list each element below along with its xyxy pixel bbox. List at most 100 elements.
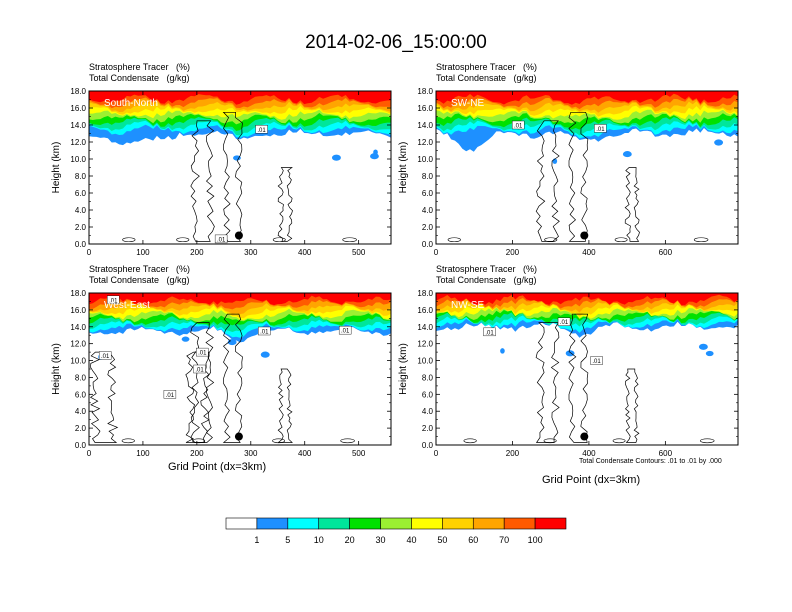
condensate-contour	[544, 237, 558, 243]
colorbar-label: 20	[345, 535, 355, 545]
y-tick-label: 14.0	[417, 323, 433, 332]
tracer-band-100	[89, 293, 391, 306]
y-tick-label: 2.0	[422, 424, 434, 433]
condensate-contour	[122, 237, 136, 243]
panel-nw-se: .01 .01 .01 NW-SE 0.0 2.0 4.0 6.0 8.0 10.0 12.0 14.…	[398, 289, 739, 458]
contour-label-box	[590, 356, 603, 365]
y-tick-label: 16.0	[417, 104, 433, 113]
colorbar-label: 60	[468, 535, 478, 545]
x-tick-label: 200	[506, 449, 520, 458]
y-tick-label: 16.0	[70, 104, 86, 113]
condensate-contour	[176, 237, 190, 243]
fill-label: Stratosphere Tracer (%)	[89, 62, 191, 72]
y-axis-label: Height (km)	[398, 142, 409, 194]
tracer-patch	[260, 351, 270, 358]
y-tick-label: 8.0	[75, 373, 87, 382]
colorbar-label: 10	[314, 535, 324, 545]
y-axis-label: Height (km)	[51, 142, 62, 194]
contour-label-box	[557, 317, 571, 326]
tracer-patch	[370, 153, 379, 160]
y-tick-label: 6.0	[422, 390, 434, 399]
contour-label: .01	[198, 351, 207, 357]
contour-label: .01	[596, 127, 605, 133]
x-tick-label: 400	[582, 449, 596, 458]
condensate-contour	[272, 438, 286, 444]
location-marker	[234, 231, 243, 240]
condensate-contour	[625, 368, 640, 443]
panel-name: West-East	[104, 300, 150, 311]
condensate-contour	[190, 322, 215, 443]
panel-south-north: .01 .01 South-North 0.0 2.0 4.0 6.0 8.0 10.0 12.0…	[51, 87, 392, 257]
panel-header-west-east: Stratosphere Tracer (%) Total Condensate …	[89, 264, 190, 286]
tracer-band-100	[89, 91, 391, 105]
y-tick-label: 14.0	[417, 121, 433, 130]
contour-label-box	[196, 347, 209, 357]
contour-label: .01	[109, 298, 118, 304]
tracer-patch	[471, 141, 480, 147]
y-tick-label: 14.0	[70, 323, 86, 332]
tracer-patch	[622, 151, 632, 158]
condensate-contour	[612, 438, 626, 444]
x-tick-label: 200	[190, 449, 204, 458]
y-tick-label: 8.0	[422, 373, 434, 382]
condensate-contour	[277, 167, 293, 242]
y-tick-label: 6.0	[422, 189, 434, 198]
contour-label: .01	[514, 124, 523, 130]
tracer-patch	[698, 343, 708, 350]
panel-header-nw-se: Stratosphere Tracer (%) Total Condensate …	[436, 264, 537, 286]
tracer-patch	[705, 350, 714, 357]
y-tick-label: 12.0	[70, 138, 86, 147]
condensate-contour	[272, 237, 286, 243]
contour-label: .01	[101, 354, 110, 360]
colorbar: 1 5 10 20 30 40 50 60 70 100	[225, 517, 567, 545]
colorbar-label: 40	[406, 535, 416, 545]
figure-title: 2014-02-06_15:00:00	[305, 32, 487, 53]
y-tick-label: 18.0	[70, 87, 86, 96]
x-tick-label: 0	[87, 449, 92, 458]
colorbar-swatch	[256, 517, 289, 530]
panel-name: SW-NE	[451, 98, 484, 109]
y-tick-label: 16.0	[70, 306, 86, 315]
location-marker	[580, 432, 589, 441]
condensate-contour	[222, 111, 243, 242]
y-tick-label: 0.0	[422, 240, 434, 249]
contour-label-box	[98, 351, 112, 360]
contour-label: .01	[195, 368, 204, 374]
condensate-contour	[121, 438, 135, 444]
y-tick-label: 4.0	[422, 407, 434, 416]
colorbar-swatch	[534, 517, 567, 530]
y-tick-label: 2.0	[422, 223, 434, 232]
y-tick-label: 12.0	[70, 340, 86, 349]
condensate-contour	[447, 237, 461, 243]
condensate-contour	[192, 438, 206, 444]
location-marker	[580, 231, 589, 240]
panel-sw-ne: .01 .01 SW-NE 0.0 2.0 4.0 6.0 8.0 10.0 12.0 14.0 16…	[398, 87, 739, 257]
y-tick-label: 12.0	[417, 138, 433, 147]
condensate-contour	[693, 237, 709, 243]
y-tick-label: 4.0	[75, 206, 87, 215]
y-tick-label: 18.0	[417, 289, 433, 298]
y-tick-label: 0.0	[75, 441, 87, 450]
contour-label-box	[594, 124, 607, 133]
x-tick-label: 300	[244, 449, 258, 458]
y-tick-label: 10.0	[70, 155, 86, 164]
x-tick-label: 0	[434, 248, 439, 257]
colorbar-swatch	[411, 517, 443, 530]
y-tick-label: 0.0	[75, 240, 87, 249]
colorbar-label: 70	[499, 535, 509, 545]
contour-label-box	[511, 120, 525, 130]
x-tick-label: 100	[136, 248, 150, 257]
condensate-contour	[185, 351, 210, 443]
condensate-contour	[340, 438, 355, 444]
condensate-contour	[543, 438, 557, 444]
condensate-contour	[535, 120, 560, 242]
y-tick-label: 2.0	[75, 424, 87, 433]
panel-header-sw-ne: Stratosphere Tracer (%) Total Condensate …	[436, 62, 537, 84]
x-tick-label: 400	[298, 248, 312, 257]
tracer-patch	[500, 348, 505, 354]
contour-label-box	[338, 325, 352, 335]
colorbar-swatch	[380, 517, 412, 530]
